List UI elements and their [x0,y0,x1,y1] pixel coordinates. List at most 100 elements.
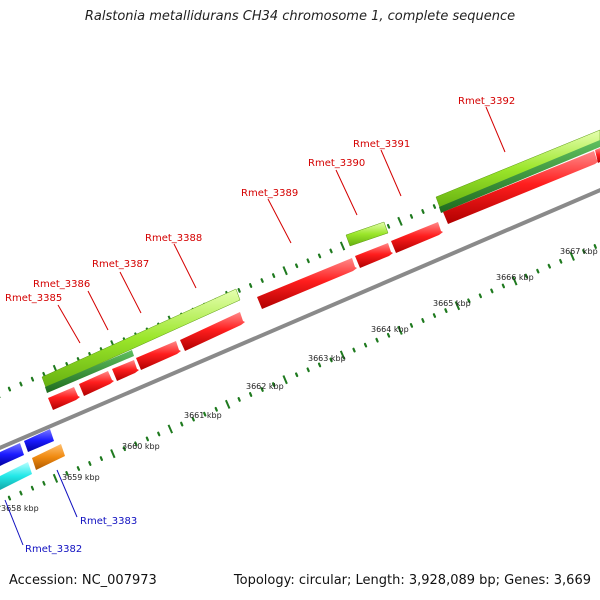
tick-minor [237,288,241,293]
tick-minor [329,357,333,363]
tick-minor [42,371,46,377]
gene-arrow[interactable] [180,312,245,351]
forward-gene-labels: Rmet_3385 Rmet_3386 Rmet_3387 Rmet_3388 … [5,96,515,344]
gene-label-forward[interactable]: Rmet_3385 [5,293,62,304]
gene-arrow[interactable] [79,371,114,396]
kbp-tick-label: 3667 kbp [560,247,598,256]
tick-major [339,350,346,360]
tick-minor [272,382,276,387]
tick-minor [467,298,471,304]
tick-minor [249,392,253,397]
gene-label-forward[interactable]: Rmet_3391 [353,139,410,150]
gene-arrow[interactable] [443,151,599,224]
tick-major [282,375,288,385]
cds-feature-track [41,129,600,389]
tick-major [512,276,518,286]
tick-minor [386,223,391,229]
tick-minor [478,293,482,299]
gene-arrow-reverse[interactable] [0,443,24,466]
tick-minor [76,466,81,471]
tick-minor [30,376,35,382]
tick-minor [444,308,448,313]
tick-minor [214,406,218,412]
kbp-tick-label: 3659 kbp [62,473,100,482]
reverse-gene-track [0,429,65,490]
gene-arrow[interactable] [595,148,600,163]
tick-minor [191,416,195,422]
gene-arrow[interactable] [136,341,181,370]
tick-minor [122,446,127,452]
gene-arrow[interactable] [48,387,80,410]
tick-minor [88,461,92,466]
tick-minor [524,273,529,279]
kbp-tick-label: 3660 kbp [122,442,160,451]
tick-major [224,399,231,409]
kbp-tick-label: 3662 kbp [246,382,284,391]
gene-arrow[interactable] [391,222,443,253]
tick-minor [260,387,264,392]
tick-minor [295,372,299,378]
tick-major [52,473,59,483]
tick-minor [7,495,12,501]
cds-feature[interactable] [41,288,241,389]
gene-feature[interactable] [45,350,134,393]
tick-minor [547,263,552,269]
accession-value: NC_007973 [81,573,157,588]
gene-feature[interactable] [439,140,600,213]
tick-minor [386,332,391,338]
tick-minor [432,204,437,209]
tick-major [569,251,575,261]
tick-minor [42,480,46,486]
reverse-gene-labels: Rmet_3382 Rmet_3383 [4,469,137,555]
tick-minor [295,263,299,269]
tick-major [167,424,174,434]
gene-label-reverse[interactable]: Rmet_3383 [80,516,137,527]
tick-minor [421,318,425,323]
gene-label-forward[interactable]: Rmet_3388 [145,233,202,244]
map-title: Ralstonia metallidurans CH34 chromosome … [84,9,516,24]
gene-arrow-reverse[interactable] [0,462,32,490]
tick-minor [306,367,310,373]
tick-minor [490,288,494,294]
cds-feature[interactable] [345,221,389,247]
gene-arrow[interactable] [355,243,393,268]
tick-major [110,449,116,459]
tick-minor [99,456,104,461]
gene-label-forward[interactable]: Rmet_3389 [241,188,298,199]
tick-minor [432,313,437,318]
gene-arrow[interactable] [257,258,357,309]
forward-gene-track [48,148,600,410]
tick-major [339,241,346,251]
tick-minor [317,253,322,259]
gene-label-forward[interactable]: Rmet_3390 [308,158,365,169]
gene-arrow-reverse[interactable] [24,429,54,452]
kbp-tick-label: 3666 kbp [496,273,534,282]
kbp-tick-label: 3658 kbp [1,504,39,513]
kbp-tick-label: 3661 kbp [184,411,222,420]
tick-minor [272,273,276,278]
tick-minor [329,248,333,254]
gene-label-forward[interactable]: Rmet_3392 [458,96,515,107]
accession-label: Accession: [9,573,78,588]
tick-minor [157,431,161,437]
gene-label-forward[interactable]: Rmet_3387 [92,259,149,270]
cds-feature[interactable] [435,129,600,209]
tick-minor [260,278,264,283]
tick-minor [180,421,184,427]
tick-minor [559,258,563,264]
tick-minor [145,436,149,442]
tick-minor [352,347,356,353]
tick-major [282,266,288,276]
tick-minor [203,411,207,417]
tick-minor [19,381,23,387]
gene-label-reverse[interactable]: Rmet_3382 [25,544,82,555]
tick-minor [536,268,540,274]
tick-minor [409,323,414,328]
gene-label-forward[interactable]: Rmet_3386 [33,279,90,290]
gene-feature-track [45,140,600,393]
tick-major [397,325,403,335]
gene-arrow-reverse[interactable] [32,444,65,470]
gene-arrow[interactable] [112,360,139,381]
